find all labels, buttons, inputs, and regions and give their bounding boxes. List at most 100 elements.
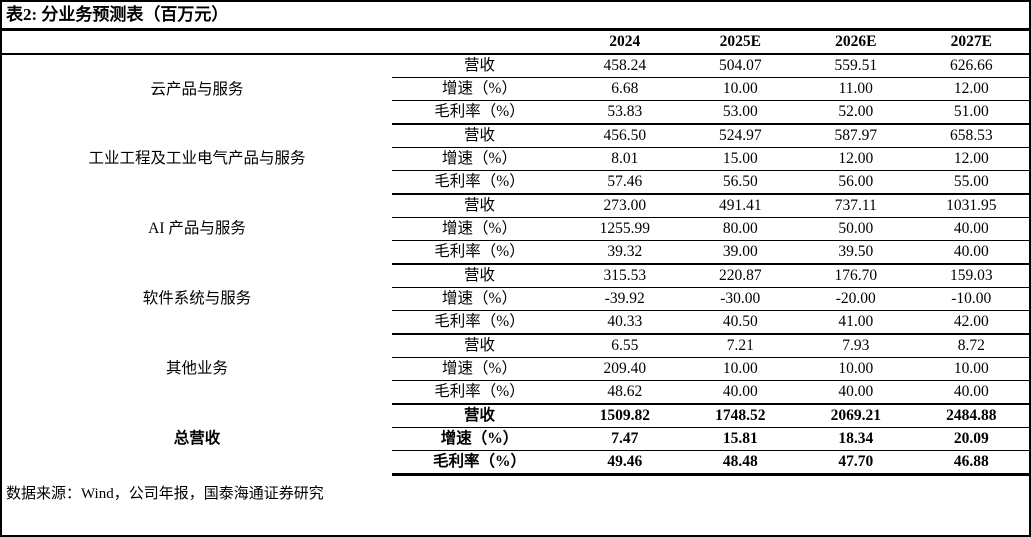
table-row: 增速（%） 1255.99 80.00 50.00 40.00 xyxy=(2,217,1029,241)
value-cell: 1255.99 xyxy=(567,217,683,241)
value-cell: 658.53 xyxy=(913,124,1029,148)
value-cell: 1748.52 xyxy=(682,404,798,428)
segment-name: 软件系统与服务 xyxy=(142,290,252,307)
value-cell: 46.88 xyxy=(913,450,1029,476)
value-cell: 40.00 xyxy=(913,380,1029,405)
value-cell: 18.34 xyxy=(798,427,914,451)
metric-label: 增速（%） xyxy=(392,147,567,171)
value-cell: 504.07 xyxy=(682,54,798,78)
segment-name: 工业工程及工业电气产品与服务 xyxy=(88,150,306,167)
value-cell: 50.00 xyxy=(798,217,914,241)
value-cell: 1509.82 xyxy=(567,404,683,428)
table-row: 毛利率（%） 48.62 40.00 40.00 40.00 xyxy=(2,380,1029,405)
value-cell: 51.00 xyxy=(913,100,1029,125)
value-cell: 42.00 xyxy=(913,310,1029,335)
table-body: 云产品与服务 营收 458.24 504.07 559.51 626.66 增速（%） 6.6… xyxy=(2,54,1029,476)
metric-label: 毛利率（%） xyxy=(392,310,567,335)
value-cell: 8.01 xyxy=(567,147,683,171)
table-row: 增速（%） 7.47 15.81 18.34 20.09 xyxy=(2,427,1029,451)
value-cell: 209.40 xyxy=(567,357,683,381)
value-cell: 220.87 xyxy=(682,264,798,288)
value-cell: 49.46 xyxy=(567,450,683,476)
value-cell: 273.00 xyxy=(567,194,683,218)
value-cell: 456.50 xyxy=(567,124,683,148)
value-cell: 587.97 xyxy=(798,124,914,148)
metric-label: 毛利率（%） xyxy=(392,240,567,265)
table-row: 毛利率（%） 53.83 53.00 52.00 51.00 xyxy=(2,100,1029,125)
value-cell: 57.46 xyxy=(567,170,683,195)
value-cell: 2069.21 xyxy=(798,404,914,428)
metric-label: 营收 xyxy=(392,54,567,78)
year-header: 2024 xyxy=(567,31,683,55)
value-cell: -10.00 xyxy=(913,287,1029,311)
value-cell: 8.72 xyxy=(913,334,1029,358)
value-cell: -39.92 xyxy=(567,287,683,311)
value-cell: 15.00 xyxy=(682,147,798,171)
metric-label: 毛利率（%） xyxy=(392,450,567,476)
value-cell: 41.00 xyxy=(798,310,914,335)
metric-label: 营收 xyxy=(392,264,567,288)
value-cell: 39.00 xyxy=(682,240,798,265)
value-cell: 40.00 xyxy=(913,240,1029,265)
value-cell: 737.11 xyxy=(798,194,914,218)
metric-label: 营收 xyxy=(392,194,567,218)
table-row: AI 产品与服务 营收 273.00 491.41 737.11 1031.95 xyxy=(2,194,1029,237)
value-cell: 80.00 xyxy=(682,217,798,241)
table-row: 软件系统与服务 营收 315.53 220.87 176.70 159.03 xyxy=(2,264,1029,307)
value-cell: 53.83 xyxy=(567,100,683,125)
metric-label: 增速（%） xyxy=(392,217,567,241)
value-cell: 40.00 xyxy=(913,217,1029,241)
year-header: 2027E xyxy=(913,31,1029,55)
metric-label: 营收 xyxy=(392,404,567,428)
metric-label: 毛利率（%） xyxy=(392,100,567,125)
table-row: 工业工程及工业电气产品与服务 营收 456.50 524.97 587.97 658.53 xyxy=(2,124,1029,167)
table-title: 表2: 分业务预测表（百万元） xyxy=(2,2,1029,31)
metric-label: 营收 xyxy=(392,334,567,358)
value-cell: 55.00 xyxy=(913,170,1029,195)
value-cell: 159.03 xyxy=(913,264,1029,288)
segment-name: 总营收 xyxy=(173,430,221,448)
value-cell: 491.41 xyxy=(682,194,798,218)
value-cell: 1031.95 xyxy=(913,194,1029,218)
value-cell: 626.66 xyxy=(913,54,1029,78)
value-cell: 10.00 xyxy=(682,357,798,381)
value-cell: 10.00 xyxy=(682,77,798,101)
table-row: 毛利率（%） 49.46 48.48 47.70 46.88 xyxy=(2,450,1029,476)
value-cell: 7.93 xyxy=(798,334,914,358)
value-cell: 10.00 xyxy=(798,357,914,381)
value-cell: 53.00 xyxy=(682,100,798,125)
value-cell: 20.09 xyxy=(913,427,1029,451)
segment-name: 其他业务 xyxy=(165,360,228,377)
value-cell: 524.97 xyxy=(682,124,798,148)
table-row: 增速（%） 8.01 15.00 12.00 12.00 xyxy=(2,147,1029,171)
value-cell: -30.00 xyxy=(682,287,798,311)
value-cell: 39.32 xyxy=(567,240,683,265)
metric-label: 毛利率（%） xyxy=(392,170,567,195)
value-cell: 176.70 xyxy=(798,264,914,288)
value-cell: -20.00 xyxy=(798,287,914,311)
table-row: 增速（%） 209.40 10.00 10.00 10.00 xyxy=(2,357,1029,381)
table-row: 其他业务 营收 6.55 7.21 7.93 8.72 xyxy=(2,334,1029,377)
value-cell: 40.33 xyxy=(567,310,683,335)
value-cell: 40.50 xyxy=(682,310,798,335)
value-cell: 10.00 xyxy=(913,357,1029,381)
value-cell: 315.53 xyxy=(567,264,683,288)
metric-label: 增速（%） xyxy=(392,77,567,101)
value-cell: 2484.88 xyxy=(913,404,1029,428)
value-cell: 12.00 xyxy=(913,147,1029,171)
value-cell: 56.00 xyxy=(798,170,914,195)
table-row: 毛利率（%） 39.32 39.00 39.50 40.00 xyxy=(2,240,1029,265)
forecast-table: 2024 2025E 2026E 2027E 云产品与服务 营收 458.24 504.07… xyxy=(2,31,1029,476)
metric-label: 增速（%） xyxy=(392,287,567,311)
metric-label: 增速（%） xyxy=(392,427,567,451)
header-spacer xyxy=(2,31,567,55)
table-row: 毛利率（%） 40.33 40.50 41.00 42.00 xyxy=(2,310,1029,335)
value-cell: 48.48 xyxy=(682,450,798,476)
table-row: 增速（%） 6.68 10.00 11.00 12.00 xyxy=(2,77,1029,101)
segment-name: 云产品与服务 xyxy=(150,80,244,98)
value-cell: 52.00 xyxy=(798,100,914,125)
value-cell: 7.47 xyxy=(567,427,683,451)
value-cell: 48.62 xyxy=(567,380,683,405)
table-row: 总营收 营收 1509.82 1748.52 2069.21 2484.88 xyxy=(2,404,1029,447)
